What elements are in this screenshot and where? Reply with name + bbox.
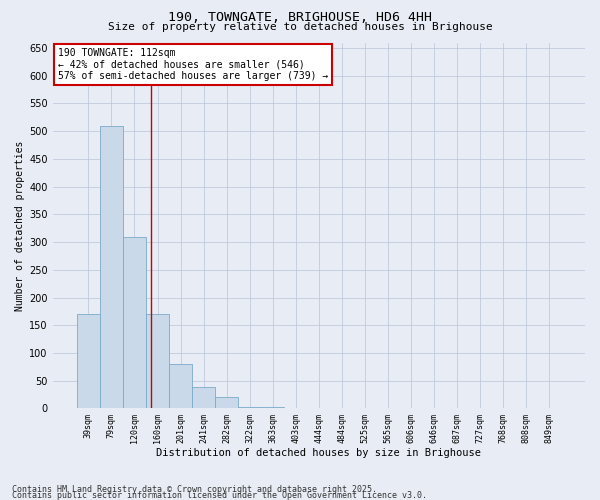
Bar bbox=[192, 388, 215, 408]
Bar bbox=[100, 126, 123, 408]
Bar bbox=[215, 398, 238, 408]
Bar bbox=[146, 314, 169, 408]
Text: Size of property relative to detached houses in Brighouse: Size of property relative to detached ho… bbox=[107, 22, 493, 32]
X-axis label: Distribution of detached houses by size in Brighouse: Distribution of detached houses by size … bbox=[157, 448, 481, 458]
Text: Contains public sector information licensed under the Open Government Licence v3: Contains public sector information licen… bbox=[12, 490, 427, 500]
Text: 190 TOWNGATE: 112sqm
← 42% of detached houses are smaller (546)
57% of semi-deta: 190 TOWNGATE: 112sqm ← 42% of detached h… bbox=[58, 48, 328, 81]
Bar bbox=[77, 314, 100, 408]
Text: Contains HM Land Registry data © Crown copyright and database right 2025.: Contains HM Land Registry data © Crown c… bbox=[12, 484, 377, 494]
Y-axis label: Number of detached properties: Number of detached properties bbox=[15, 140, 25, 310]
Text: 190, TOWNGATE, BRIGHOUSE, HD6 4HH: 190, TOWNGATE, BRIGHOUSE, HD6 4HH bbox=[168, 11, 432, 24]
Bar bbox=[169, 364, 192, 408]
Bar bbox=[123, 236, 146, 408]
